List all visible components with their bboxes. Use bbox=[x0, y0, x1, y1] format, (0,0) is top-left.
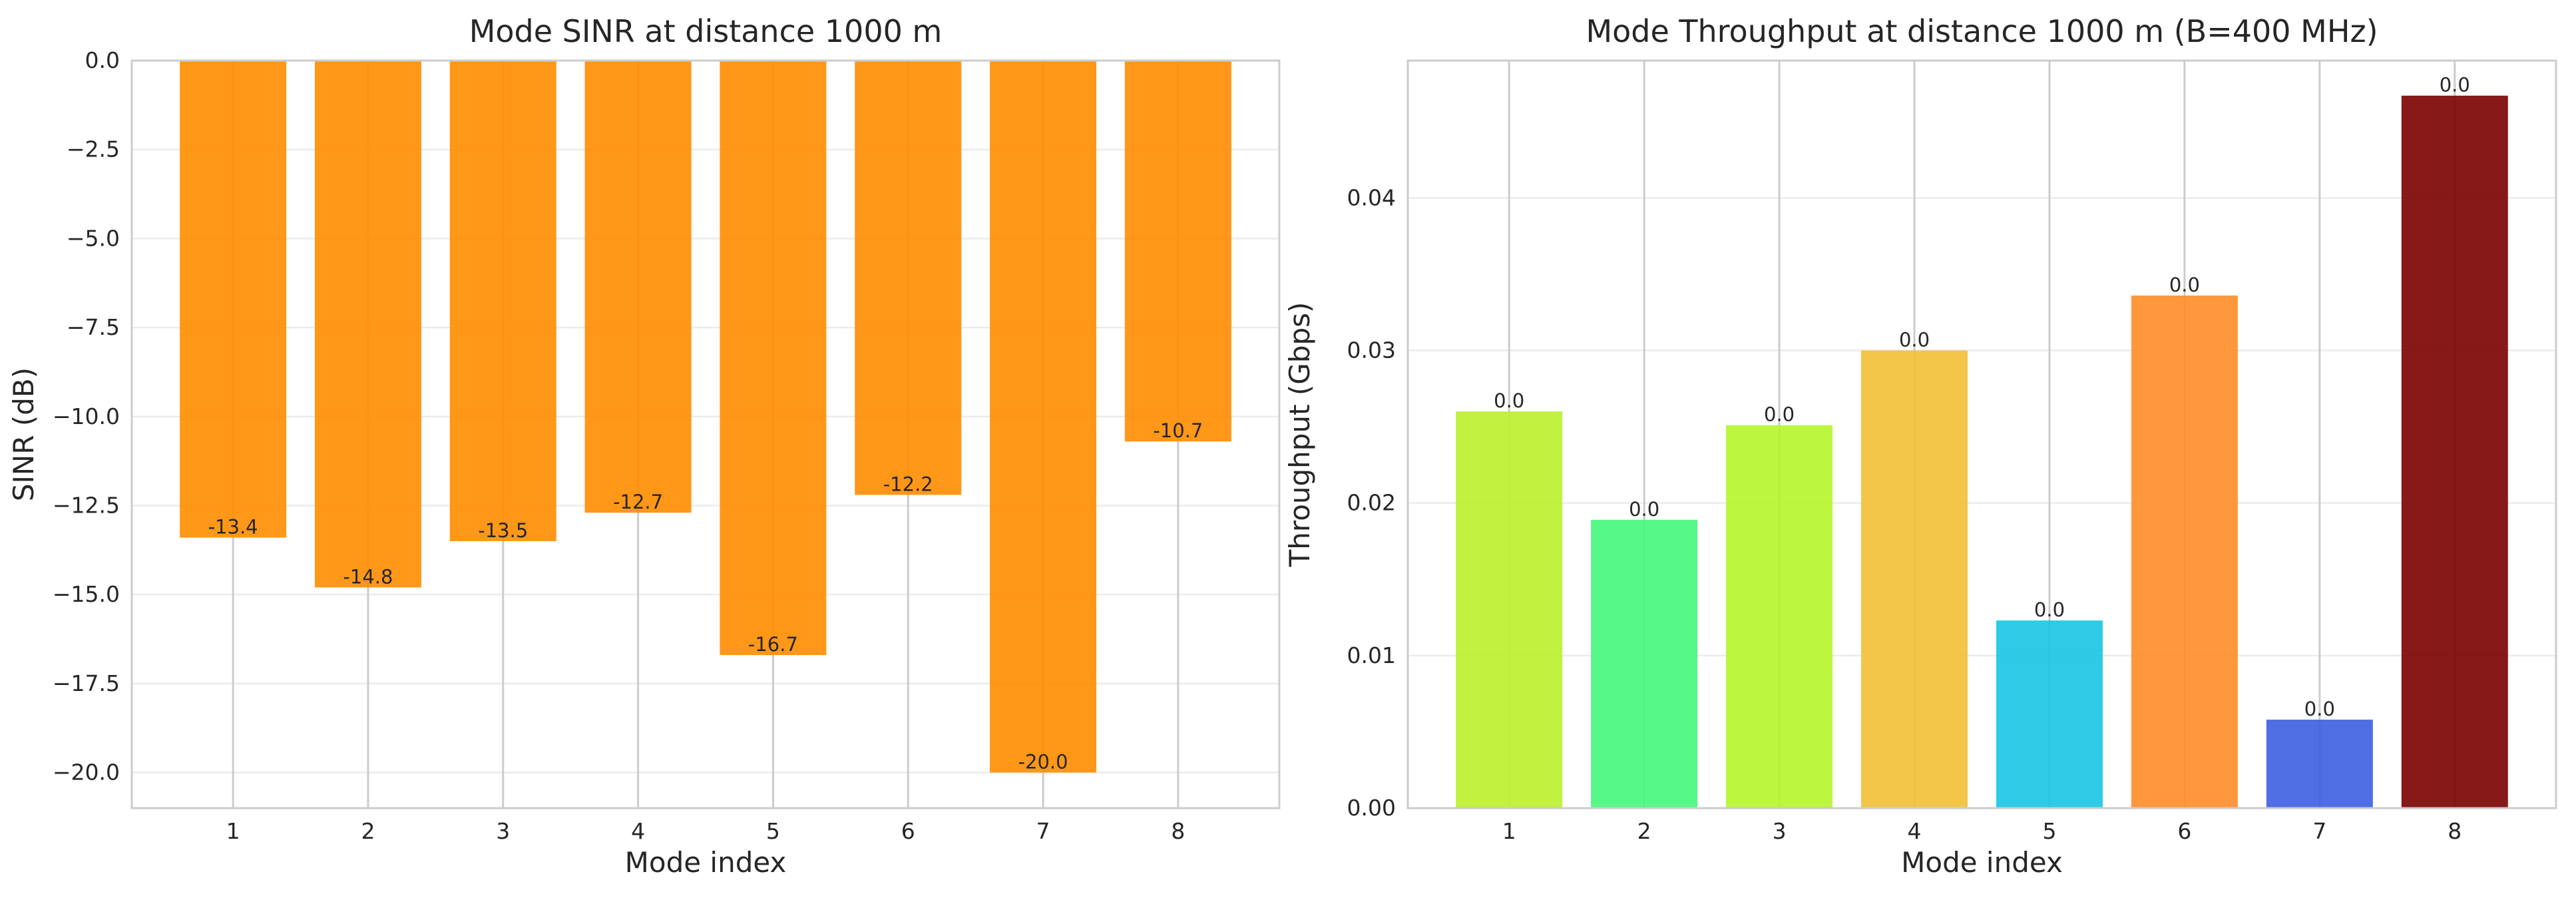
throughput-data-label: 0.0 bbox=[2169, 274, 2200, 296]
sinr-x-tick-label: 8 bbox=[1171, 818, 1185, 844]
throughput-data-label: 0.0 bbox=[2034, 598, 2065, 621]
throughput-x-axis-label: Mode index bbox=[1901, 846, 2063, 879]
sinr-y-tick-label: 0.0 bbox=[85, 47, 120, 73]
throughput-x-tick-label: 5 bbox=[2042, 818, 2056, 844]
sinr-x-axis-label: Mode index bbox=[625, 846, 787, 879]
sinr-bar-4 bbox=[584, 61, 692, 513]
throughput-data-label: 0.0 bbox=[1494, 389, 1524, 412]
throughput-bar-7 bbox=[2266, 720, 2373, 808]
sinr-data-label: -12.2 bbox=[883, 473, 933, 495]
sinr-bar-8 bbox=[1124, 61, 1231, 442]
throughput-y-axis-label: Throughput (Gbps) bbox=[1283, 302, 1316, 568]
sinr-chart: 0.0 −2.5 −5.0 −7.5 −10.0 −12.5 −15.0 −17.5 −20.0… bbox=[7, 13, 1281, 879]
sinr-y-tick-label: −17.5 bbox=[53, 670, 120, 696]
sinr-y-axis-label: SINR (dB) bbox=[7, 367, 40, 501]
throughput-bar-1 bbox=[1456, 411, 1563, 808]
sinr-y-tick-label: −5.0 bbox=[67, 225, 120, 251]
throughput-bar-3 bbox=[1726, 425, 1833, 808]
sinr-bar-1 bbox=[180, 61, 287, 538]
throughput-x-tick-label: 4 bbox=[1908, 818, 1922, 844]
sinr-x-tick-label: 7 bbox=[1036, 818, 1050, 844]
throughput-y-tick-label: 0.00 bbox=[1347, 795, 1396, 821]
throughput-bar-6 bbox=[2131, 295, 2238, 808]
sinr-bar-5 bbox=[720, 61, 827, 656]
sinr-y-tick-label: −7.5 bbox=[67, 314, 120, 340]
throughput-bar-8 bbox=[2401, 95, 2508, 808]
throughput-x-tick-label: 6 bbox=[2177, 818, 2191, 844]
sinr-bar-2 bbox=[314, 61, 421, 588]
sinr-x-tick-label: 5 bbox=[766, 818, 780, 844]
sinr-data-label: -12.7 bbox=[613, 491, 663, 513]
throughput-y-tick-label: 0.03 bbox=[1347, 337, 1396, 363]
throughput-y-tick-label: 0.04 bbox=[1347, 184, 1396, 210]
sinr-x-tick-label: 4 bbox=[631, 818, 645, 844]
sinr-x-tick-label: 1 bbox=[226, 818, 240, 844]
sinr-plot-frame bbox=[130, 59, 1281, 809]
throughput-x-tick-label: 7 bbox=[2312, 818, 2326, 844]
sinr-data-label: -10.7 bbox=[1153, 419, 1203, 442]
throughput-bar-2 bbox=[1591, 519, 1698, 808]
sinr-bar-3 bbox=[449, 61, 556, 541]
sinr-x-tick-label: 3 bbox=[496, 818, 510, 844]
throughput-x-tick-label: 3 bbox=[1773, 818, 1787, 844]
sinr-data-label: -20.0 bbox=[1018, 751, 1068, 774]
throughput-x-tick-label: 1 bbox=[1502, 818, 1516, 844]
throughput-plot-area bbox=[1408, 61, 2556, 808]
throughput-chart-title: Mode Throughput at distance 1000 m (B=40… bbox=[1586, 13, 2378, 49]
sinr-y-tick-label: −2.5 bbox=[67, 136, 120, 162]
throughput-x-tick-label: 8 bbox=[2448, 818, 2462, 844]
throughput-y-tick-label: 0.02 bbox=[1347, 490, 1396, 516]
sinr-y-tick-label: −20.0 bbox=[53, 760, 120, 786]
sinr-data-label: -14.8 bbox=[343, 565, 393, 588]
sinr-x-tick-label: 2 bbox=[361, 818, 375, 844]
throughput-data-label: 0.0 bbox=[2304, 698, 2335, 720]
throughput-bar-4 bbox=[1861, 350, 1968, 808]
throughput-data-label: 0.0 bbox=[1764, 403, 1795, 426]
throughput-plot-frame bbox=[1406, 59, 2557, 809]
sinr-x-tick-label: 6 bbox=[901, 818, 915, 844]
throughput-data-label: 0.0 bbox=[2440, 74, 2470, 97]
throughput-bar-5 bbox=[1996, 620, 2103, 808]
sinr-y-tick-label: −15.0 bbox=[53, 581, 120, 607]
sinr-chart-title: Mode SINR at distance 1000 m bbox=[469, 13, 943, 49]
sinr-data-label: -16.7 bbox=[748, 633, 798, 656]
throughput-chart: 0.000.010.020.030.040.00.00.00.00.00.00.… bbox=[1283, 13, 2557, 879]
sinr-y-tick-label: −10.0 bbox=[53, 403, 120, 429]
sinr-bar-6 bbox=[855, 61, 962, 495]
throughput-x-tick-label: 2 bbox=[1637, 818, 1651, 844]
throughput-y-tick-label: 0.01 bbox=[1347, 642, 1396, 668]
sinr-y-tick-label: −12.5 bbox=[53, 492, 120, 518]
sinr-bar-7 bbox=[990, 61, 1097, 773]
sinr-data-label: -13.5 bbox=[478, 519, 528, 542]
throughput-data-label: 0.0 bbox=[1899, 328, 1930, 351]
throughput-data-label: 0.0 bbox=[1629, 498, 1659, 521]
sinr-plot-area bbox=[132, 61, 1279, 808]
sinr-data-label: -13.4 bbox=[208, 516, 258, 539]
